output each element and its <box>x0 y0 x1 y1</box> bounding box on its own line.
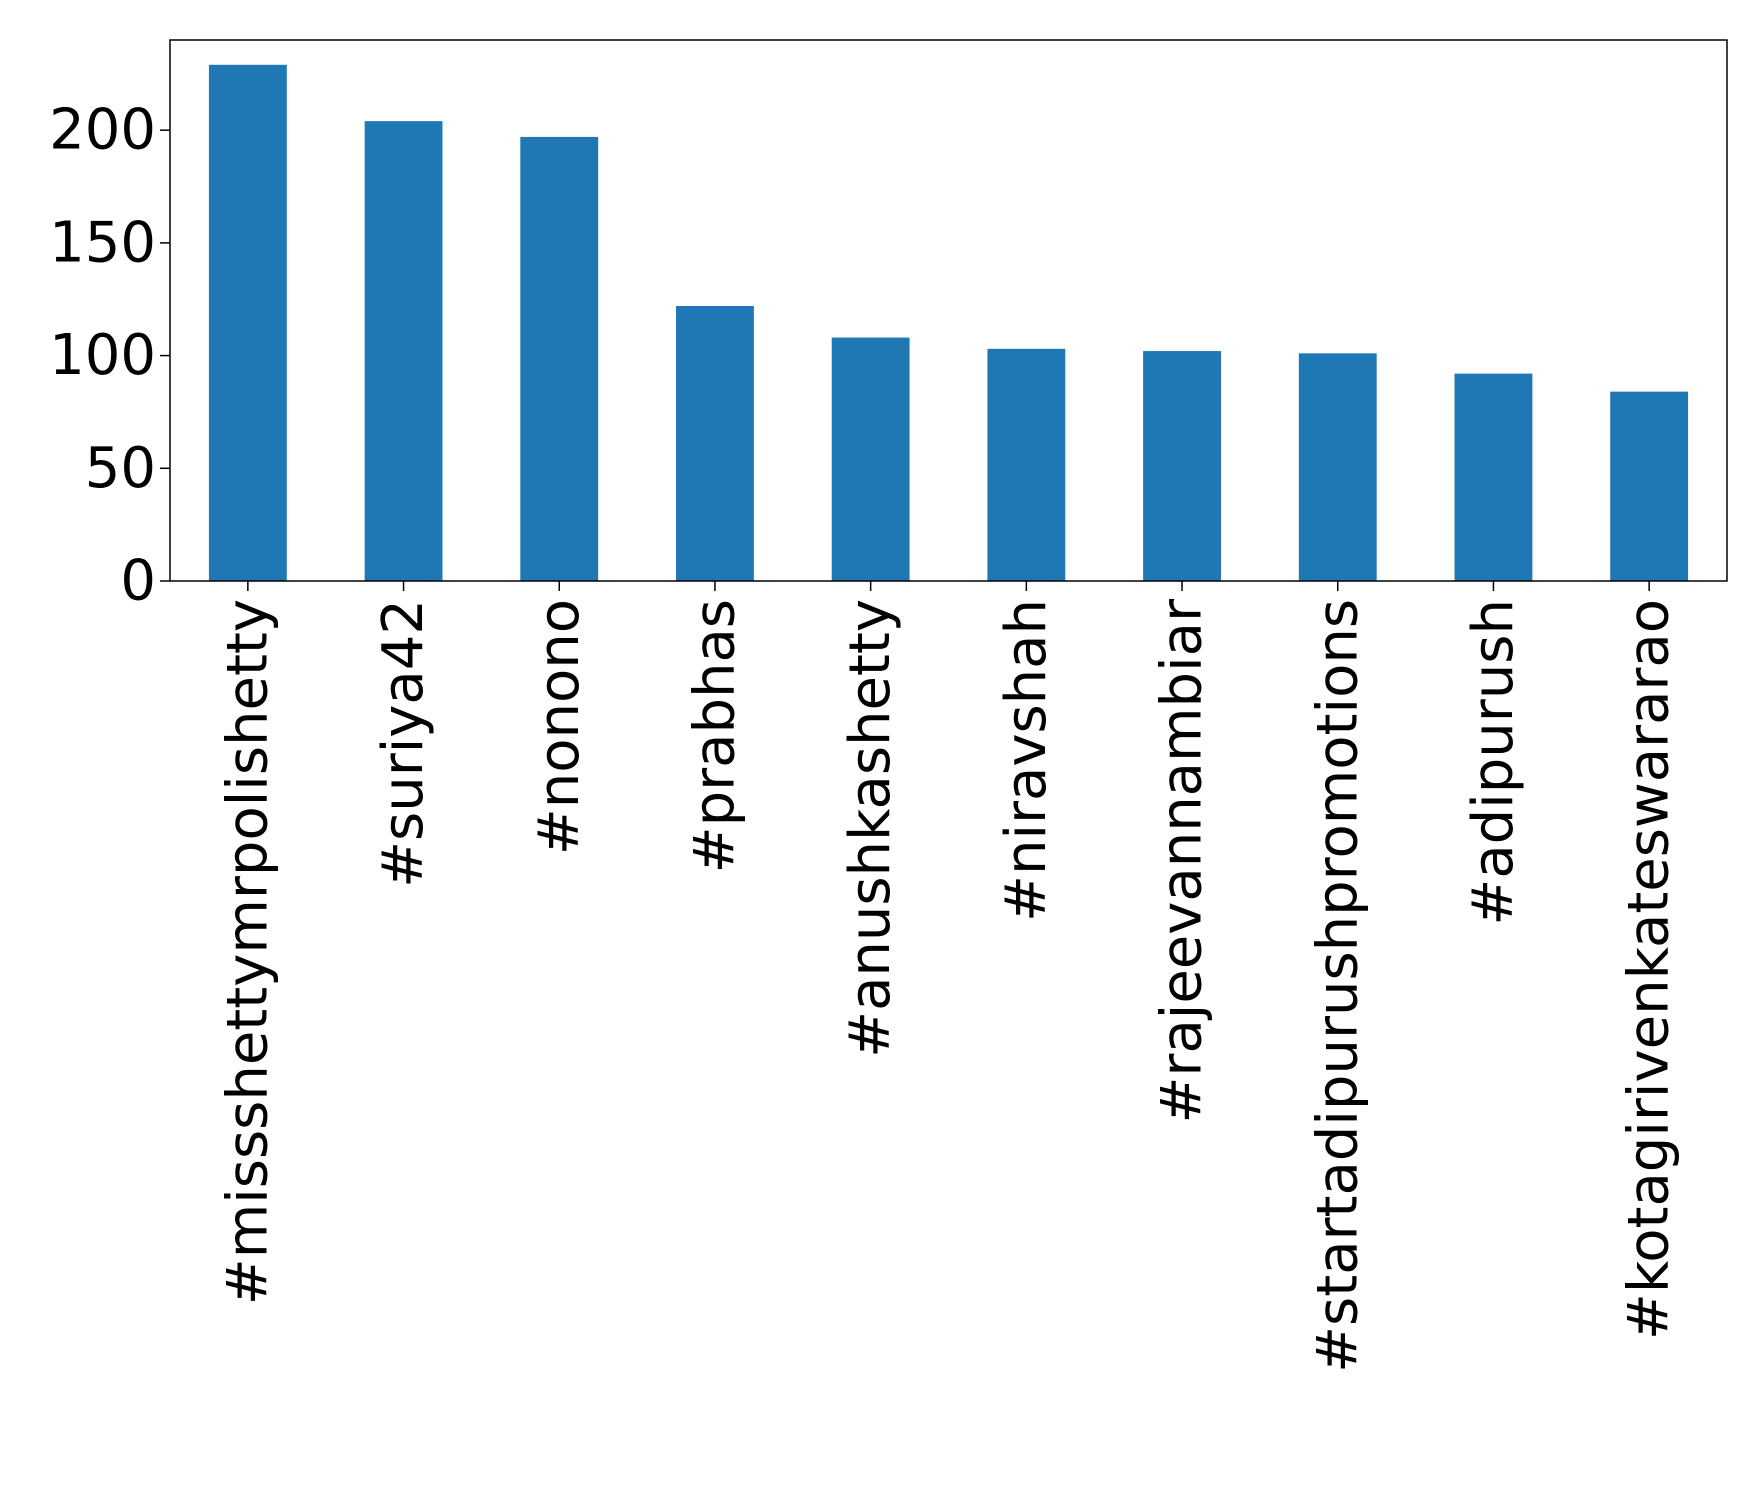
bar-niravshah <box>987 348 1066 581</box>
x-tick-label: #nonono <box>527 599 592 855</box>
x-tick-label: #missshettymrpolishetty <box>215 599 280 1305</box>
y-axis: 0 50 100 150 200 <box>49 98 170 614</box>
y-tick-label: 0 <box>120 549 156 614</box>
x-axis: #missshettymrpolishetty #suriya42 #nonono #… <box>215 581 1682 1373</box>
y-tick-label: 50 <box>85 436 156 501</box>
x-tick-label: #adipurush <box>1461 599 1526 926</box>
bar-prabhas <box>676 305 754 581</box>
y-tick-label: 100 <box>49 323 156 388</box>
y-tick-label: 150 <box>49 210 156 275</box>
x-tick-label: #anushkashetty <box>838 599 903 1058</box>
x-tick-label: #suriya42 <box>371 599 436 888</box>
bar-rajeevannambiar <box>1143 351 1221 581</box>
bar-anushkashetty <box>831 337 910 581</box>
bar-adipurush <box>1454 373 1533 581</box>
y-tick-label: 200 <box>49 98 156 163</box>
bars-group <box>208 64 1689 582</box>
bar-kotagirivenkateswararao <box>1610 391 1689 581</box>
x-tick-label: #kotagirivenkateswararao <box>1617 599 1682 1340</box>
bar-missshettymrpolishetty <box>208 64 287 581</box>
x-tick-label: #prabhas <box>682 599 747 873</box>
bar-startadipurushpromotions <box>1298 353 1377 581</box>
x-tick-label: #startadipurushpromotions <box>1305 599 1370 1373</box>
bar-suriya42 <box>364 121 443 582</box>
bar-nonono <box>520 136 599 581</box>
plot-frame <box>169 39 1728 582</box>
x-tick-label: #niravshah <box>994 599 1059 922</box>
x-tick-label: #rajeevannambiar <box>1150 598 1215 1123</box>
